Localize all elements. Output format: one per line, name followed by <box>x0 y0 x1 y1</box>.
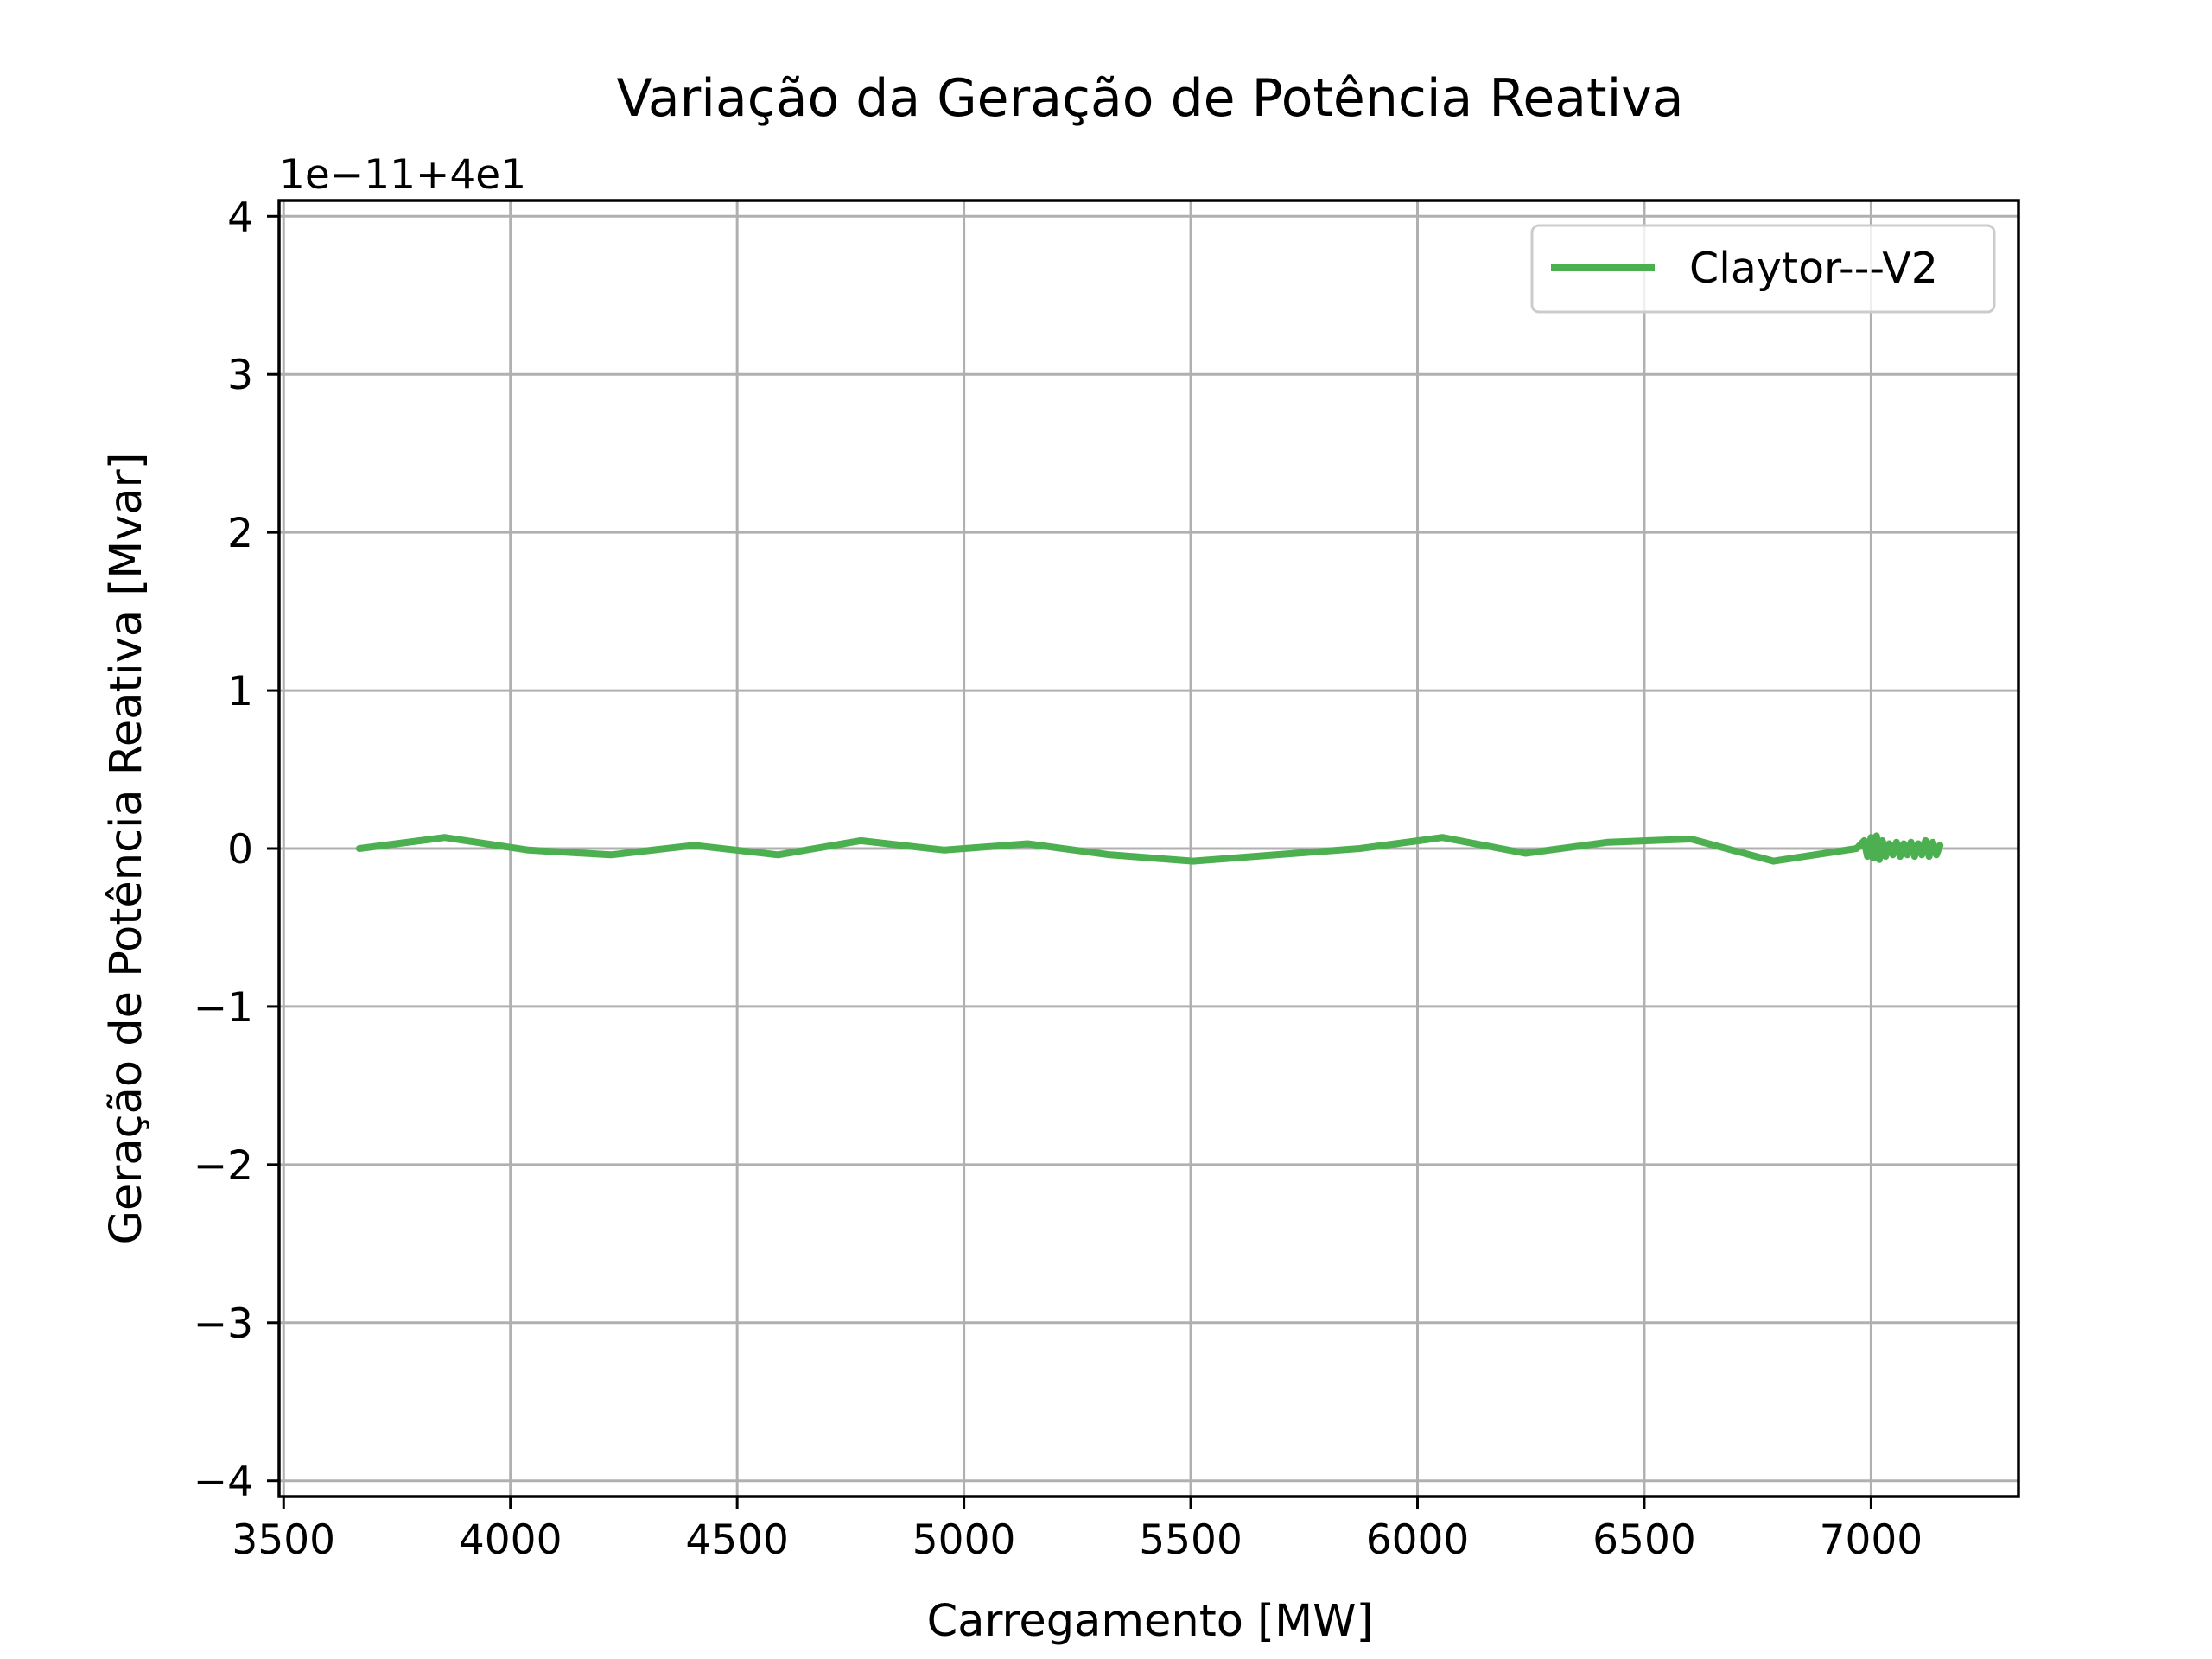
y-tick-label: −2 <box>194 1142 253 1190</box>
x-tick-label: 4500 <box>685 1516 789 1564</box>
y-tick-label: −4 <box>194 1459 253 1506</box>
x-tick-label: 5500 <box>1139 1516 1243 1564</box>
y-axis-ticks: −4 −3 −2 −1 0 1 2 3 4 <box>194 194 279 1506</box>
legend-box <box>1530 224 1996 314</box>
series-line-claytor-v2 <box>355 832 1944 865</box>
y-offset-text: 1e−11+4e1 <box>279 151 526 199</box>
legend-label-claytor-v2: Claytor---V2 <box>1689 244 1938 293</box>
x-tick-label: 6000 <box>1366 1516 1470 1564</box>
x-axis-label: Carregamento [MW] <box>927 1596 1374 1647</box>
grid <box>279 200 2018 1497</box>
x-axis-ticks: 3500 4000 4500 5000 5500 6000 6500 7000 <box>232 1497 1923 1564</box>
x-tick-label: 3500 <box>232 1516 335 1564</box>
chart-title: Variação da Geração de Potência Reativa <box>616 68 1683 129</box>
x-tick-label: 6500 <box>1592 1516 1696 1564</box>
y-axis-label: Geração de Potência Reativa [Mvar] <box>101 452 152 1244</box>
y-tick-label: 3 <box>227 352 253 399</box>
y-tick-label: −1 <box>194 984 253 1032</box>
y-tick-label: 4 <box>227 194 253 241</box>
y-tick-label: 0 <box>227 826 253 874</box>
series-layer <box>355 832 1944 865</box>
x-tick-label: 7000 <box>1820 1516 1923 1564</box>
y-tick-label: 2 <box>227 510 253 557</box>
x-tick-label: 5000 <box>912 1516 1016 1564</box>
legend: Claytor---V2 <box>1530 224 1996 314</box>
x-tick-label: 4000 <box>459 1516 563 1564</box>
y-tick-label: 1 <box>227 668 253 715</box>
y-tick-label: −3 <box>194 1300 253 1348</box>
